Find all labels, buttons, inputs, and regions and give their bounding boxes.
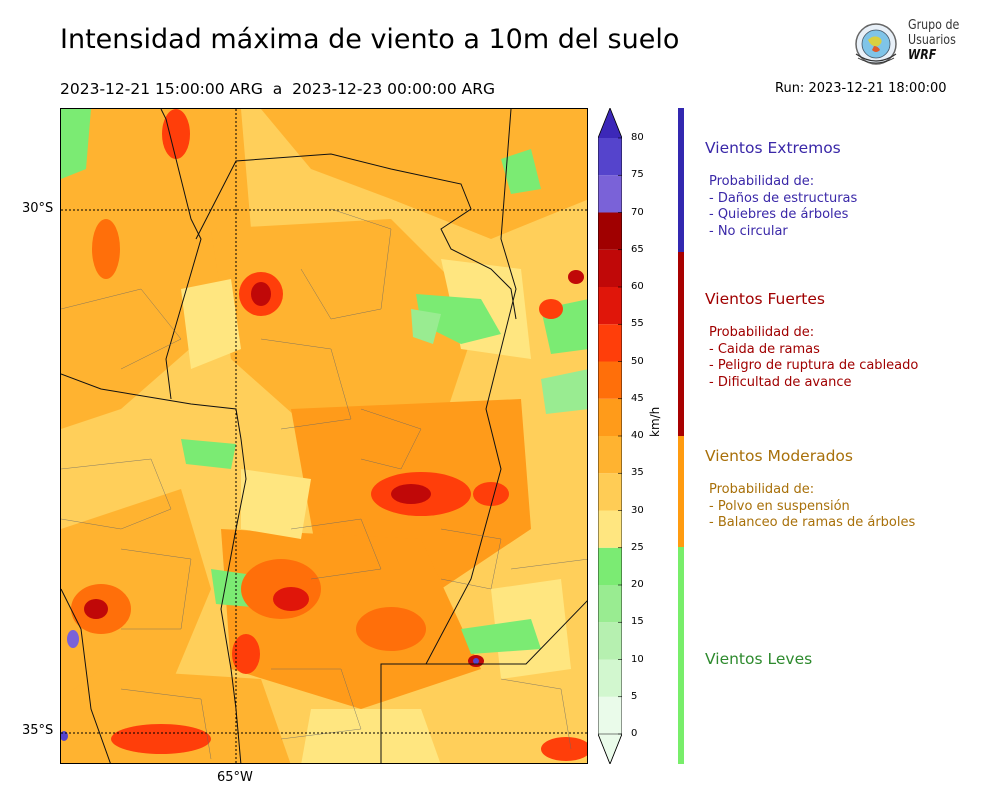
- colorbar-tick-label: 30: [631, 504, 644, 516]
- colorbar-unit-label: km/h: [648, 406, 662, 437]
- wind-map: [60, 108, 588, 764]
- colorbar-band: [598, 175, 622, 213]
- colorbar-tick-label: 80: [631, 132, 644, 143]
- lon-label-65w: 65°W: [217, 770, 253, 785]
- colorbar-band: [598, 249, 622, 287]
- category-title: Vientos Extremos: [705, 139, 841, 157]
- colorbar-tick-label: 70: [631, 206, 644, 218]
- wind-speed-colorbar: [598, 108, 622, 764]
- colorbar-tick-label: 15: [631, 616, 644, 628]
- category-extremos: Vientos Extremos Probabilidad de: - Daño…: [705, 139, 857, 240]
- colorbar-band: [598, 398, 622, 436]
- colorbar-tick-label: 55: [631, 318, 644, 330]
- category-title: Vientos Leves: [705, 650, 813, 668]
- colorbar-extend-min: [598, 733, 622, 764]
- colorbar-band: [598, 510, 622, 548]
- category-title: Vientos Moderados: [705, 447, 853, 465]
- map-title: Intensidad máxima de viento a 10m del su…: [60, 24, 680, 55]
- colorbar-band: [598, 436, 622, 474]
- colorbar-band: [598, 212, 622, 250]
- graticule: [61, 109, 587, 763]
- severity-bar-fuertes: [678, 252, 684, 436]
- category-item: - Balanceo de ramas de árboles: [709, 515, 916, 530]
- logo-line-2: Usuarios: [908, 32, 956, 48]
- colorbar-tick-label: 0: [631, 728, 638, 739]
- category-item: - Daños de estructuras: [709, 190, 858, 206]
- valid-period: 2023-12-21 15:00:00 ARG a 2023-12-23 00:…: [60, 80, 496, 98]
- colorbar-extend-max: [598, 108, 622, 138]
- colorbar-tick-label: 20: [631, 579, 644, 590]
- colorbar-tick-label: 5: [631, 690, 638, 702]
- colorbar-band: [598, 287, 622, 325]
- grupo-usuarios-wrf-logo: Grupo de Usuarios WRF: [848, 16, 973, 72]
- category-item: - Quiebres de árboles: [709, 207, 849, 222]
- category-item: - No circular: [709, 223, 788, 239]
- colorbar-band: [598, 138, 622, 176]
- severity-bar-leves: [678, 547, 684, 764]
- category-item: - Peligro de ruptura de cableado: [709, 358, 919, 373]
- category-moderados: Vientos Moderados Probabilidad de: - Pol…: [705, 447, 915, 532]
- globe-logo-icon: [855, 23, 897, 65]
- colorbar-band: [598, 622, 622, 660]
- category-header: Probabilidad de:: [709, 325, 815, 340]
- colorbar-tick-label: 65: [631, 243, 644, 255]
- severity-bar-extremos: [678, 108, 684, 252]
- logo-line-3: WRF: [908, 47, 937, 63]
- lat-label-35s: 35°S: [22, 723, 54, 738]
- logo-line-1: Grupo de: [908, 17, 960, 33]
- category-fuertes: Vientos Fuertes Probabilidad de: - Caida…: [705, 290, 918, 391]
- category-header: Probabilidad de:: [709, 174, 815, 189]
- colorbar-tick-label: 40: [631, 430, 644, 441]
- category-item: - Polvo en suspensión: [709, 498, 850, 514]
- category-title: Vientos Fuertes: [705, 290, 825, 308]
- colorbar-band: [598, 361, 622, 399]
- colorbar-band: [598, 585, 622, 623]
- colorbar-tick-label: 50: [631, 355, 644, 367]
- colorbar-tick-label: 35: [631, 467, 644, 479]
- category-leves: Vientos Leves: [705, 650, 812, 668]
- lat-label-30s: 30°S: [22, 201, 54, 216]
- run-time: Run: 2023-12-21 18:00:00: [775, 81, 947, 96]
- colorbar-tick-label: 25: [631, 541, 644, 553]
- category-item: - Caida de ramas: [709, 341, 820, 357]
- colorbar-band: [598, 324, 622, 362]
- wind-field-plot: [61, 109, 587, 763]
- colorbar-band: [598, 696, 622, 734]
- colorbar-band: [598, 473, 622, 511]
- colorbar-tick-label: 75: [631, 169, 644, 181]
- department-borders: [61, 208, 587, 760]
- colorbar-band: [598, 659, 622, 697]
- colorbar-band: [598, 547, 622, 585]
- category-header: Probabilidad de:: [709, 482, 815, 497]
- severity-bar-moderados: [678, 436, 684, 547]
- colorbar-tick-label: 10: [631, 653, 644, 665]
- category-item: - Dificultad de avance: [709, 374, 852, 390]
- colorbar-tick-label: 45: [631, 392, 644, 404]
- colorbar-tick-label: 60: [631, 281, 644, 292]
